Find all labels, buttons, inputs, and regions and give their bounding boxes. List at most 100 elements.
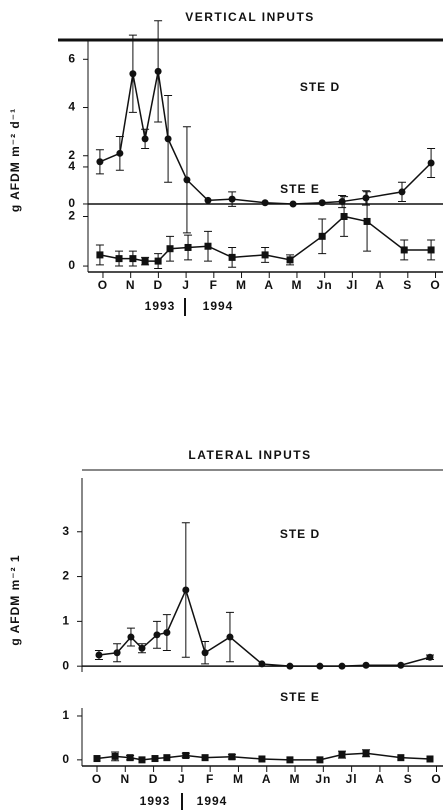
- marker: [340, 212, 348, 220]
- y-tick-label: 0: [62, 752, 70, 766]
- series-line: [99, 71, 432, 205]
- y-tick-label: 0: [68, 196, 76, 210]
- marker: [93, 755, 101, 763]
- marker: [426, 653, 434, 661]
- marker: [201, 754, 209, 762]
- marker: [138, 644, 146, 652]
- x-tick-label: M: [291, 278, 302, 292]
- marker: [258, 755, 266, 763]
- marker: [228, 253, 236, 261]
- x-tick-label: A: [375, 278, 385, 292]
- y-tick-label: 2: [68, 209, 76, 223]
- marker: [154, 67, 162, 75]
- marker: [228, 195, 236, 203]
- marker: [362, 194, 370, 202]
- x-tick-label: F: [206, 772, 214, 786]
- marker: [286, 756, 294, 764]
- x-tick-label: O: [92, 772, 102, 786]
- marker: [116, 149, 124, 157]
- marker: [261, 199, 269, 207]
- year-label: 1993: [145, 299, 176, 313]
- marker: [163, 629, 171, 637]
- x-tick-label: Jn: [315, 772, 331, 786]
- marker: [129, 255, 137, 263]
- x-tick-label: D: [149, 772, 159, 786]
- marker: [363, 217, 371, 225]
- x-tick-label: Jl: [346, 772, 358, 786]
- y-axis-label: g AFDM m⁻² d⁻¹: [8, 108, 22, 212]
- marker: [126, 754, 134, 762]
- x-tick-label: A: [264, 278, 274, 292]
- marker: [286, 662, 294, 670]
- y-tick-label: 2: [62, 569, 70, 583]
- y-axis-label: g AFDM m⁻² 1: [8, 554, 22, 645]
- marker: [204, 196, 212, 204]
- marker: [318, 199, 326, 207]
- x-tick-label: M: [236, 278, 247, 292]
- x-tick-label: S: [404, 772, 413, 786]
- y-tick-label: 2: [68, 148, 76, 162]
- marker: [316, 662, 324, 670]
- marker: [338, 751, 346, 759]
- y-tick-label: 6: [68, 51, 76, 65]
- y-tick-label: 1: [62, 708, 70, 722]
- marker: [115, 255, 123, 263]
- x-tick-label: O: [430, 278, 440, 292]
- marker: [182, 586, 190, 594]
- x-tick-label: N: [120, 772, 130, 786]
- series-line: [99, 215, 432, 262]
- marker: [95, 651, 103, 659]
- marker: [201, 649, 209, 657]
- marker: [141, 257, 149, 265]
- marker: [111, 752, 119, 760]
- marker: [96, 158, 104, 166]
- marker: [153, 631, 161, 639]
- series-line: [98, 587, 431, 667]
- marker: [261, 251, 269, 259]
- marker: [338, 198, 346, 206]
- marker: [258, 660, 266, 668]
- marker: [166, 245, 174, 253]
- marker: [96, 251, 104, 259]
- x-tick-label: F: [210, 278, 218, 292]
- series-line: [96, 752, 431, 761]
- panel-label: STE E: [280, 182, 320, 196]
- marker: [362, 661, 370, 669]
- marker: [127, 633, 135, 641]
- x-tick-label: S: [403, 278, 412, 292]
- marker: [427, 246, 435, 254]
- marker: [184, 243, 192, 251]
- marker: [151, 755, 159, 763]
- marker: [163, 754, 171, 762]
- x-tick-label: D: [154, 278, 164, 292]
- marker: [183, 176, 191, 184]
- marker: [138, 756, 146, 764]
- marker: [289, 200, 297, 208]
- marker: [397, 661, 405, 669]
- marker: [113, 649, 121, 657]
- marker: [228, 753, 236, 761]
- x-tick-label: O: [431, 772, 441, 786]
- x-tick-label: A: [375, 772, 385, 786]
- marker: [204, 242, 212, 250]
- x-tick-label: J: [182, 278, 190, 292]
- x-tick-label: M: [290, 772, 301, 786]
- panel-label: STE D: [280, 527, 320, 541]
- year-label: 1994: [203, 299, 234, 313]
- marker: [362, 749, 370, 757]
- marker: [226, 633, 234, 641]
- x-tick-label: Jl: [346, 278, 358, 292]
- year-label: 1994: [197, 794, 228, 808]
- marker: [286, 256, 294, 264]
- marker: [316, 756, 324, 764]
- x-tick-label: Jn: [317, 278, 333, 292]
- marker: [129, 70, 137, 78]
- marker: [154, 257, 162, 265]
- chart-title: LATERAL INPUTS: [188, 448, 311, 462]
- x-tick-label: M: [233, 772, 244, 786]
- marker: [182, 751, 190, 759]
- panel-label: STE E: [280, 690, 320, 704]
- chart-title: VERTICAL INPUTS: [185, 10, 315, 24]
- marker: [164, 135, 172, 143]
